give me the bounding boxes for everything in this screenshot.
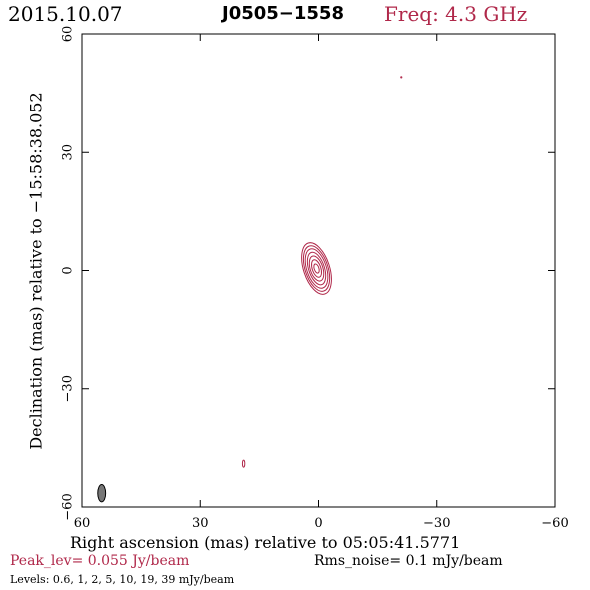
minor-feature: [241, 459, 246, 468]
axis-ticks: [81, 33, 556, 508]
x-tick-label: −60: [541, 516, 568, 531]
y-tick-label: 30: [61, 144, 76, 161]
axis-tick-labels: 60 30 0 −30 −60 −60 −30 0 30 60: [61, 26, 569, 531]
contour-level: [306, 251, 327, 286]
contour-group: [241, 76, 403, 468]
x-tick-label: 60: [74, 516, 91, 531]
contour-levels: Levels: 0.6, 1, 2, 5, 10, 19, 39 mJy/bea…: [10, 573, 235, 586]
x-tick-label: 0: [314, 516, 322, 531]
x-axis-label: Right ascension (mas) relative to 05:05:…: [70, 533, 461, 552]
source-name: J0505−1558: [222, 3, 344, 24]
y-tick-label: −60: [61, 493, 76, 520]
rms-noise: Rms_noise= 0.1 mJy/beam: [314, 553, 503, 569]
contour-level: [313, 263, 320, 274]
contour-level: [301, 242, 332, 295]
contour-level: [308, 255, 325, 282]
y-tick-label: −30: [61, 375, 76, 402]
beam-group: [97, 484, 107, 503]
epoch-date: 2015.10.07: [8, 2, 123, 26]
beam-ellipse: [97, 484, 107, 503]
contour-level: [311, 259, 323, 278]
plot-frame: [81, 33, 556, 508]
y-tick-label: 60: [61, 26, 76, 43]
minor-feature: [400, 76, 403, 79]
contour-level: [304, 248, 329, 289]
y-tick-label: 0: [61, 266, 76, 274]
frequency-label: Freq: 4.3 GHz: [384, 2, 528, 26]
x-tick-label: −30: [423, 516, 450, 531]
y-axis-label: Declination (mas) relative to −15:58:38.…: [26, 92, 46, 450]
x-tick-label: 30: [192, 516, 209, 531]
peak-level: Peak_lev= 0.055 Jy/beam: [10, 553, 190, 569]
contour-level: [302, 245, 331, 292]
